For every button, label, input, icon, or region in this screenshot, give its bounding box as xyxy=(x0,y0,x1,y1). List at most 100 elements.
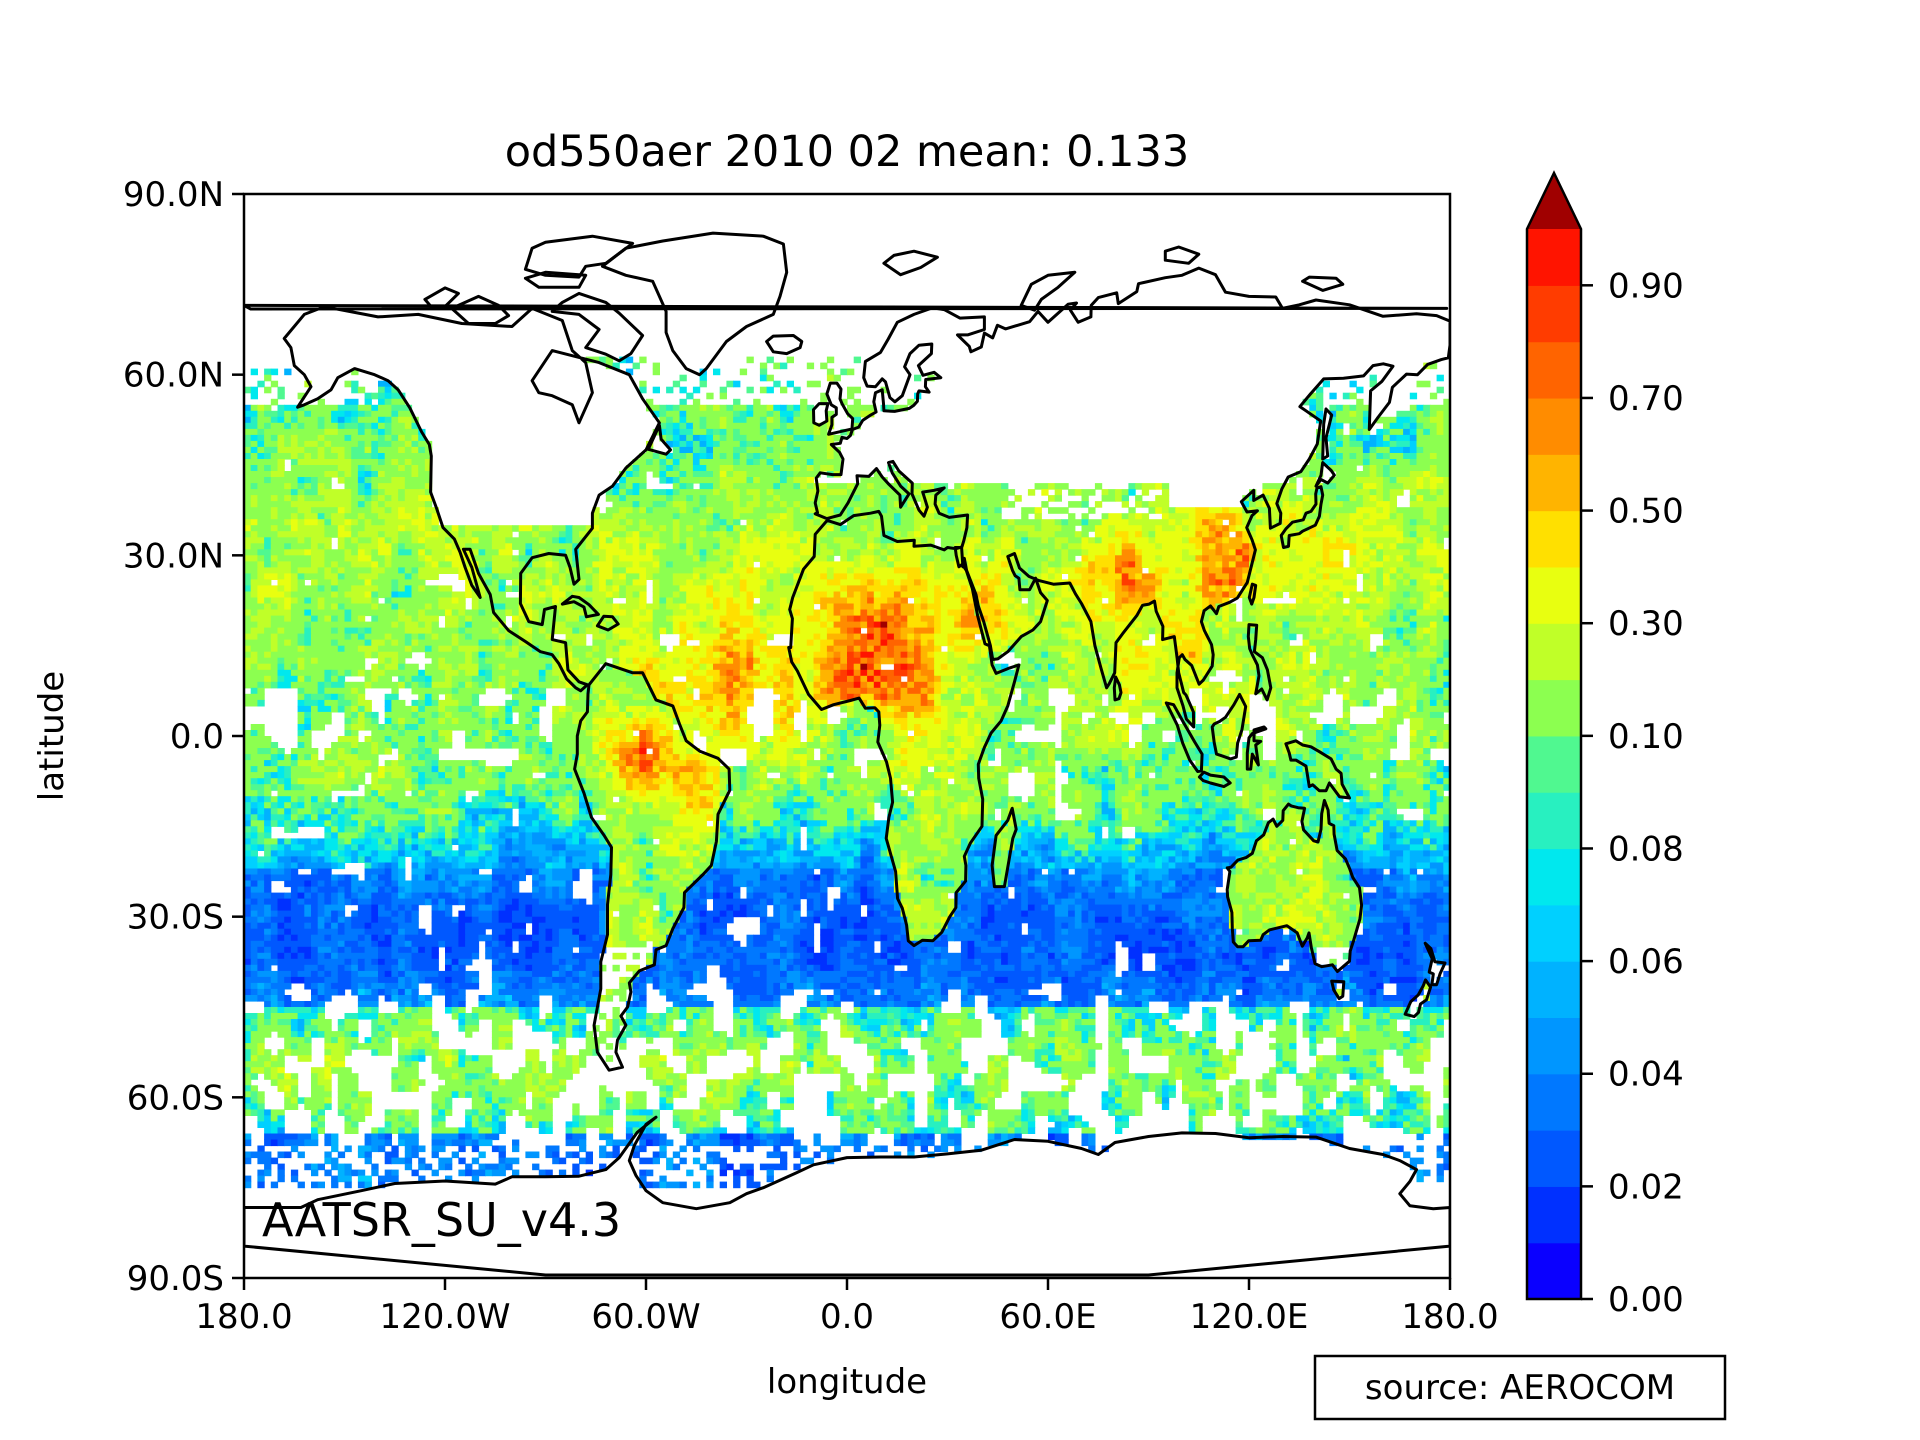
aod-cell xyxy=(1041,597,1049,605)
aod-cell xyxy=(398,434,406,442)
aod-cell xyxy=(1168,657,1176,665)
aod-cell xyxy=(927,699,935,707)
aod-cell xyxy=(1383,434,1391,442)
aod-cell xyxy=(920,597,928,605)
aod-cell xyxy=(692,633,721,641)
aod-cell xyxy=(364,711,372,719)
aod-cell xyxy=(297,459,352,466)
aod-cell xyxy=(317,446,325,454)
aod-cell xyxy=(491,742,500,749)
aod-cell xyxy=(418,585,426,592)
aod-cell xyxy=(1081,687,1089,695)
aod-cell xyxy=(1121,579,1136,586)
aod-cell xyxy=(244,567,258,574)
aod-cell xyxy=(378,537,386,544)
aod-cell xyxy=(679,537,687,544)
aod-cell xyxy=(471,730,480,737)
aod-cell xyxy=(954,489,962,496)
aod-cell xyxy=(1436,531,1450,538)
aod-cell xyxy=(826,573,835,580)
aod-cell xyxy=(471,705,486,713)
aod-cell xyxy=(304,699,319,707)
aod-cell xyxy=(773,663,794,671)
aod-cell xyxy=(1155,591,1163,599)
aod-cell xyxy=(411,446,419,454)
aod-cell xyxy=(766,651,788,659)
aod-cell xyxy=(1302,657,1310,665)
aod-cell xyxy=(1034,573,1042,580)
aod-cell xyxy=(304,513,319,520)
aod-cell xyxy=(733,525,741,532)
aod-cell xyxy=(1443,639,1450,647)
aod-cell xyxy=(1275,657,1284,665)
aod-cell xyxy=(585,567,593,574)
aod-cell xyxy=(1396,579,1404,586)
aod-cell xyxy=(445,717,453,725)
aod-cell xyxy=(759,573,781,580)
aod-cell xyxy=(1423,428,1431,436)
aod-cell xyxy=(699,555,707,562)
aod-cell xyxy=(887,705,895,713)
aod-cell xyxy=(632,531,640,538)
aod-cell xyxy=(277,579,292,586)
aod-cell xyxy=(793,477,808,484)
aod-cell xyxy=(1235,681,1250,689)
aod-cell xyxy=(532,603,553,611)
aod-cell xyxy=(739,651,748,659)
aod-cell xyxy=(404,681,413,689)
aod-cell xyxy=(893,531,902,538)
aod-cell xyxy=(733,513,741,520)
aod-cell xyxy=(813,519,821,526)
aod-cell xyxy=(1249,579,1263,586)
aod-cell xyxy=(244,681,258,689)
aod-cell xyxy=(666,416,674,424)
aod-cell xyxy=(867,663,875,671)
aod-cell xyxy=(1021,681,1036,689)
aod-cell xyxy=(1188,669,1196,677)
aod-cell xyxy=(1014,549,1022,556)
aod-cell xyxy=(686,603,701,611)
aod-cell xyxy=(1148,627,1156,635)
aod-cell xyxy=(639,549,647,556)
aod-cell xyxy=(270,675,279,683)
aod-cell xyxy=(1141,483,1156,490)
aod-cell xyxy=(371,579,392,586)
aod-cell xyxy=(384,639,392,647)
aod-cell xyxy=(371,477,392,484)
aod-cell xyxy=(773,621,821,629)
aod-cell xyxy=(1329,477,1357,484)
aod-cell xyxy=(1001,483,1009,490)
aod-cell xyxy=(672,495,687,502)
aod-cell xyxy=(344,483,359,490)
aod-cell xyxy=(1242,555,1250,562)
aod-cell xyxy=(257,633,272,641)
aod-cell xyxy=(1135,693,1143,701)
aod-cell xyxy=(270,555,279,562)
aod-cell xyxy=(585,585,593,592)
aod-cell xyxy=(331,519,346,526)
aod-cell xyxy=(840,730,848,737)
aod-cell xyxy=(759,495,774,502)
aod-cell xyxy=(940,573,955,580)
aod-cell xyxy=(746,404,754,412)
aod-cell xyxy=(847,585,868,592)
aod-cell xyxy=(1329,633,1337,641)
aod-cell xyxy=(418,567,459,574)
aod-cell xyxy=(686,440,694,448)
aod-cell xyxy=(699,446,707,454)
aod-cell xyxy=(1282,537,1290,544)
aod-cell xyxy=(672,573,694,580)
aod-cell xyxy=(793,705,801,713)
aod-cell xyxy=(498,736,506,743)
aod-cell xyxy=(1269,507,1284,514)
aod-cell xyxy=(1182,633,1196,641)
aod-cell xyxy=(1115,736,1123,743)
aod-cell xyxy=(1222,730,1237,737)
aod-cell xyxy=(612,537,620,544)
aod-cell xyxy=(424,633,433,641)
aod-cell xyxy=(860,669,868,677)
aod-cell xyxy=(920,687,928,695)
aod-cell xyxy=(1135,531,1143,538)
aod-cell xyxy=(692,471,714,478)
aod-cell xyxy=(1001,501,1009,508)
